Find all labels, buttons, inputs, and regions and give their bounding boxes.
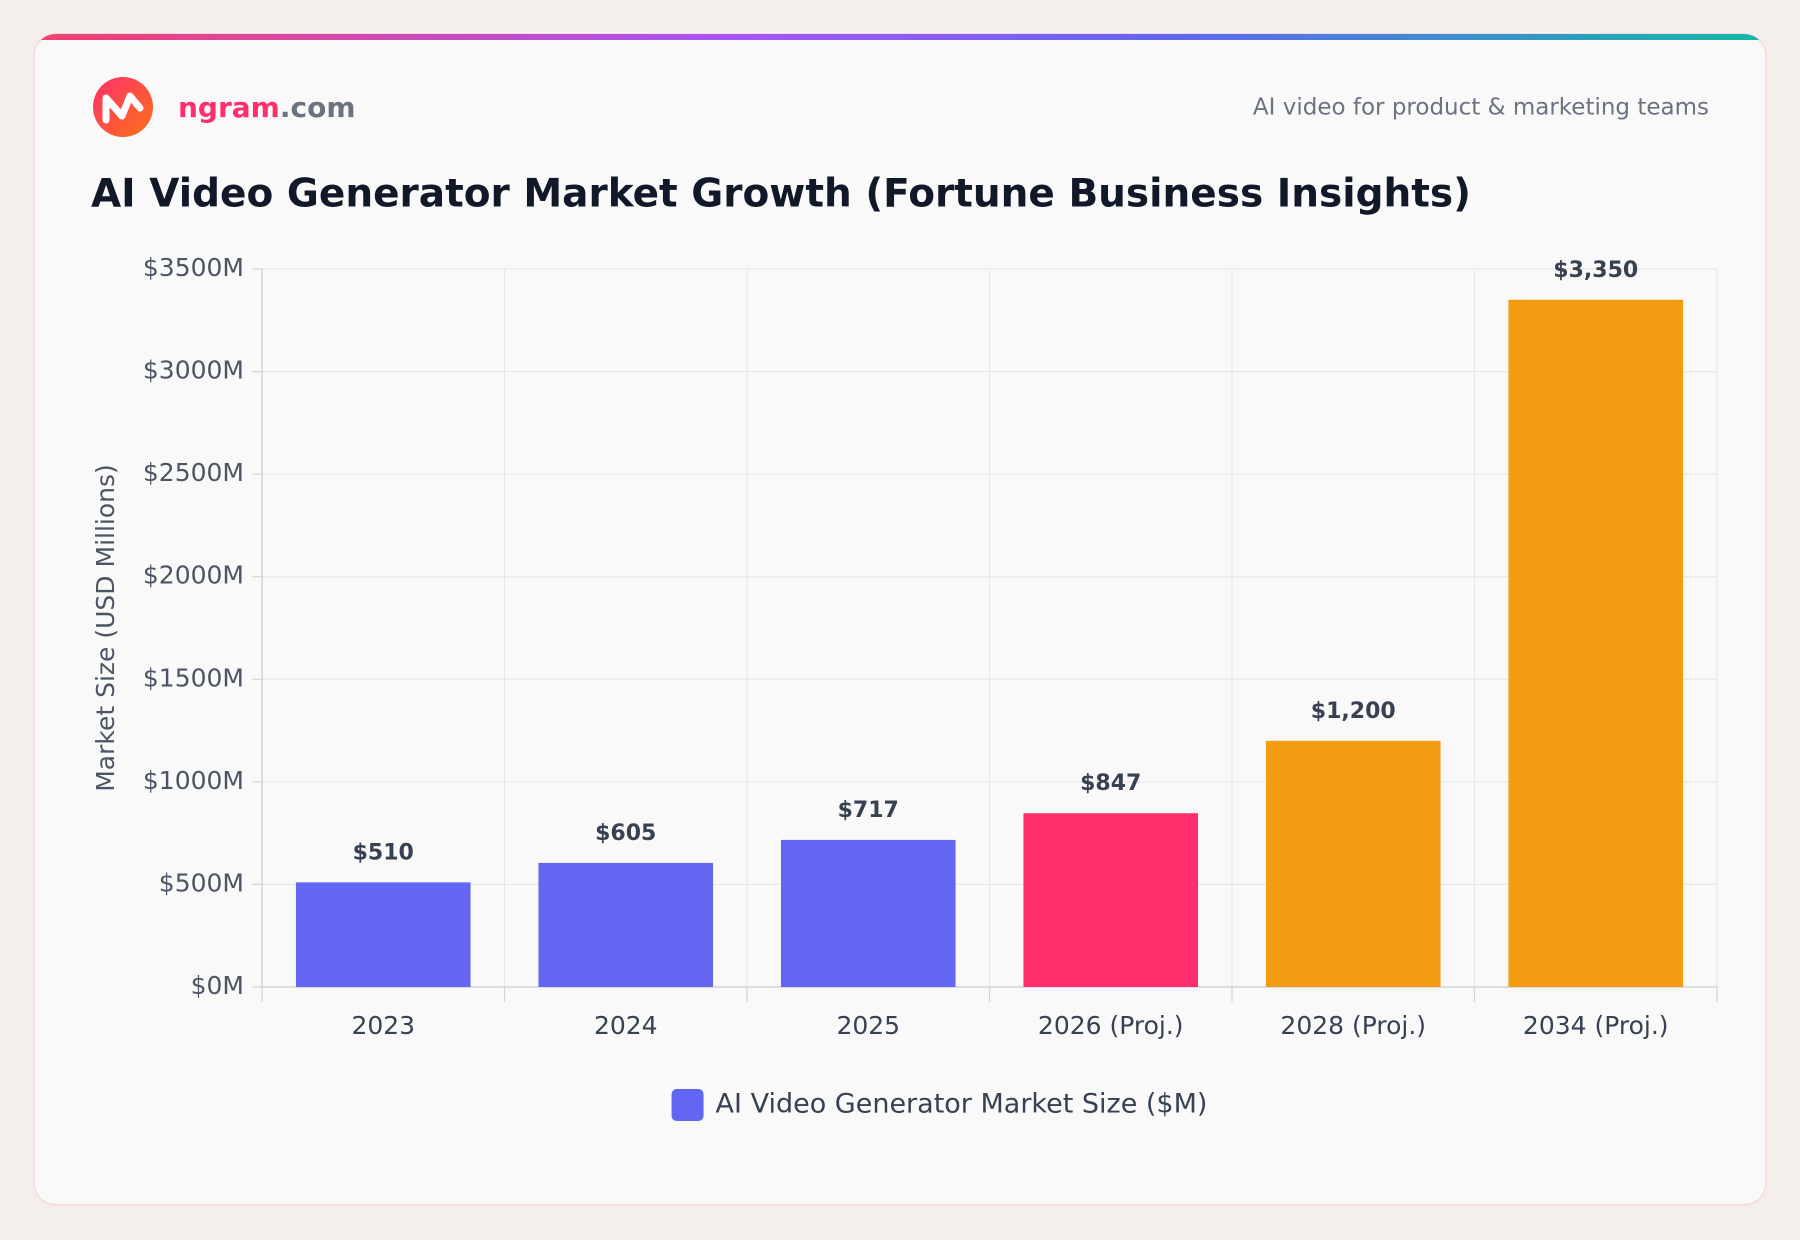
y-tick-label: $1000M xyxy=(143,766,244,795)
y-tick-label: $2500M xyxy=(143,458,244,487)
y-tick-label: $500M xyxy=(159,868,244,897)
bar xyxy=(295,882,471,987)
bar xyxy=(780,839,956,987)
value-label: $3,350 xyxy=(1553,258,1638,283)
y-tick-label: $3000M xyxy=(143,356,244,385)
value-label: $605 xyxy=(595,821,656,846)
legend-swatch xyxy=(671,1089,704,1121)
y-tick-label: $2000M xyxy=(143,561,244,590)
y-tick-label: $0M xyxy=(191,971,244,1000)
tagline: AI video for product & marketing teams xyxy=(1253,95,1709,121)
x-tick-label: 2028 (Proj.) xyxy=(1280,1011,1426,1040)
bar xyxy=(1265,740,1441,987)
brand-suffix: .com xyxy=(280,91,356,124)
bar xyxy=(538,862,714,987)
x-tick-label: 2034 (Proj.) xyxy=(1523,1011,1669,1040)
x-tick-label: 2024 xyxy=(594,1011,658,1040)
accent-strip xyxy=(34,34,1766,40)
bar xyxy=(1023,813,1199,987)
value-label: $847 xyxy=(1080,771,1141,796)
legend-label: AI Video Generator Market Size ($M) xyxy=(716,1089,1208,1120)
y-tick-label: $1500M xyxy=(143,663,244,692)
value-label: $510 xyxy=(353,840,414,865)
logo xyxy=(93,77,153,137)
x-tick-label: 2026 (Proj.) xyxy=(1038,1011,1184,1040)
value-label: $717 xyxy=(838,798,899,823)
bar xyxy=(1508,299,1684,987)
y-axis-title: Market Size (USD Millions) xyxy=(91,464,120,792)
x-tick-label: 2025 xyxy=(836,1011,900,1040)
y-tick-label: $3500M xyxy=(143,253,244,282)
brand-name: ngram xyxy=(178,91,280,124)
chart-title: AI Video Generator Market Growth (Fortun… xyxy=(91,172,1471,217)
value-label: $1,200 xyxy=(1311,699,1396,724)
x-tick-label: 2023 xyxy=(351,1011,415,1040)
